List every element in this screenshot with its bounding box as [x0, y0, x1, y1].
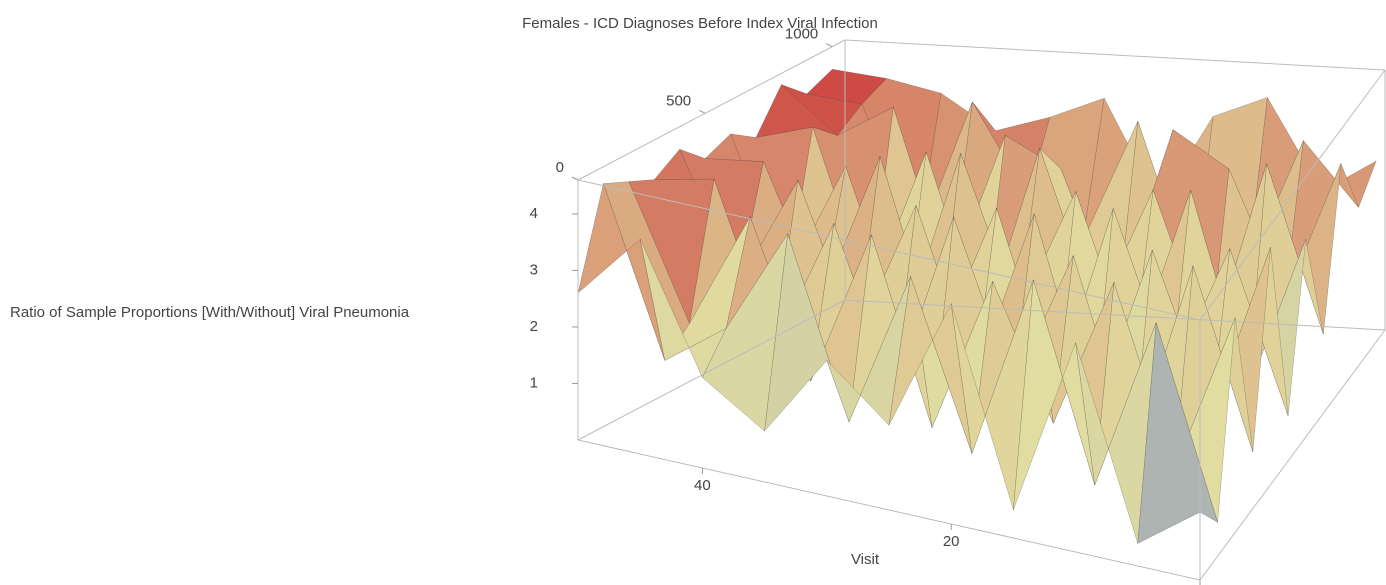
chart-title: Females - ICD Diagnoses Before Index Vir…	[522, 15, 878, 32]
y-axis-label: Visit	[851, 551, 880, 568]
box-edge	[578, 440, 1200, 580]
x-tick	[826, 44, 832, 47]
box-edge	[845, 40, 1385, 70]
z-axis-label: Ratio of Sample Proportions [With/Withou…	[10, 304, 410, 321]
x-tick	[572, 177, 578, 180]
x-tick-label: 0	[556, 159, 564, 176]
z-tick-label: 1	[530, 374, 538, 391]
surface	[578, 69, 1376, 543]
y-tick-label: 40	[694, 477, 711, 494]
x-tick-label: 1000	[785, 26, 818, 43]
y-tick-label: 20	[943, 533, 960, 550]
z-tick-label: 2	[530, 318, 538, 335]
chart: Females - ICD Diagnoses Before Index Vir…	[0, 0, 1386, 585]
z-tick-label: 4	[530, 205, 538, 222]
x-tick-label: 500	[666, 92, 691, 109]
z-tick-label: 3	[530, 261, 538, 278]
x-tick	[699, 110, 705, 113]
